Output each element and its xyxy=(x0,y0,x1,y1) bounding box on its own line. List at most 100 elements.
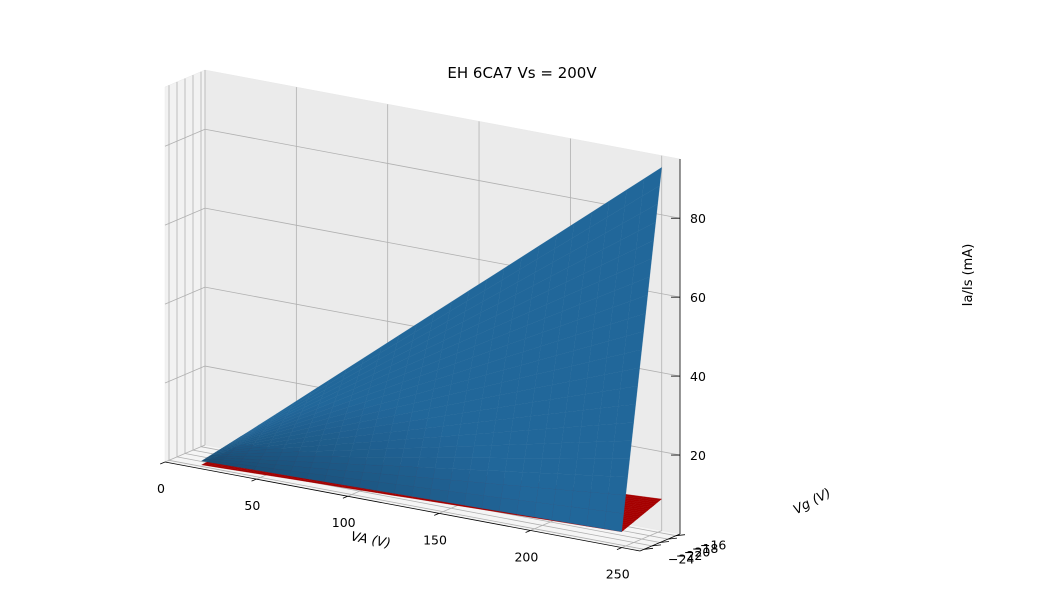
surface-blue-facet xyxy=(522,457,543,474)
surface-blue-facet xyxy=(594,441,615,460)
x-tick-mark xyxy=(160,461,166,465)
surface-blue-facet xyxy=(553,488,574,508)
y-tick-label: −16 xyxy=(700,538,726,553)
x-tick-label: 50 xyxy=(244,498,260,513)
surface-blue-facet xyxy=(314,450,335,458)
surface-blue-facet xyxy=(576,441,597,459)
surface-blue-facet xyxy=(586,508,607,530)
surface-blue-facet xyxy=(510,416,531,432)
surface-blue-facet xyxy=(448,479,469,494)
x-tick-mark xyxy=(616,547,622,550)
x-tick-mark xyxy=(525,530,531,533)
surface-blue-facet xyxy=(502,471,523,487)
surface-blue-facet xyxy=(331,449,352,458)
surface-blue-facet xyxy=(434,457,455,470)
surface-blue-facet xyxy=(520,471,541,488)
surface-blue-facet xyxy=(397,466,418,478)
y-tick-label: −24 xyxy=(668,551,694,566)
x-tick-label: 150 xyxy=(423,532,447,547)
z-tick-label: 40 xyxy=(690,369,706,384)
surface-blue-facet xyxy=(487,457,508,472)
y-tick-label: −20 xyxy=(684,545,710,560)
surface-blue-facet xyxy=(452,457,473,470)
surface-blue-facet xyxy=(535,487,556,505)
surface-blue-facet xyxy=(279,451,300,457)
surface-blue-facet xyxy=(590,475,611,495)
surface-blue-facet xyxy=(417,457,438,469)
surface-blue-facet xyxy=(582,391,603,411)
surface-blue-facet xyxy=(399,457,420,468)
surface-blue-facet xyxy=(518,485,539,503)
surface-blue-facet xyxy=(528,414,549,431)
surface-blue-facet xyxy=(498,497,519,515)
surface-blue-facet xyxy=(506,443,527,459)
surface-blue-facet xyxy=(588,492,609,512)
surface-blue-facet xyxy=(596,423,617,443)
surface-blue-facet xyxy=(617,385,638,407)
surface-blue-facet xyxy=(504,457,525,473)
x-tick-label: 250 xyxy=(606,567,630,582)
y-tick-mark xyxy=(667,537,678,540)
surface-blue-facet xyxy=(261,452,282,457)
surface-blue-facet xyxy=(541,442,562,459)
surface-blue-facet xyxy=(244,452,265,457)
z-grid-side xyxy=(164,128,206,147)
x-tick-label: 100 xyxy=(332,515,356,530)
surface-blue-facet xyxy=(366,448,387,458)
surface-blue-facet xyxy=(609,458,630,478)
surface-blue-facet xyxy=(312,456,333,464)
surface-blue-facet xyxy=(351,441,372,451)
surface-blue-facet xyxy=(493,418,514,434)
surfaces xyxy=(200,167,663,533)
axes: 0 50 100 150 200 250 −24−22−20−18−16 20 40 60 80 VA… xyxy=(157,159,976,582)
x-tick-mark xyxy=(342,495,348,499)
surface-blue-facet xyxy=(467,469,488,484)
z-tick-label: 80 xyxy=(690,211,706,226)
surface-blue-facet xyxy=(613,422,634,442)
z-grid-back xyxy=(204,128,681,219)
y-grid-floor xyxy=(168,459,645,550)
surface-blue-facet xyxy=(423,425,444,439)
surface-blue-facet xyxy=(526,428,547,445)
surface-blue-facet xyxy=(368,440,389,450)
surface-blue-facet xyxy=(568,506,589,527)
z-axis-label: Ia/Is (mA) xyxy=(961,244,976,307)
surface-blue-facet xyxy=(607,476,628,496)
surface-blue-facet xyxy=(578,424,599,443)
surface-blue-facet xyxy=(533,502,554,521)
y-tick-mark xyxy=(643,547,654,550)
surface-blue-facet xyxy=(436,446,457,458)
surface-blue-facet xyxy=(364,456,385,466)
z-tick-label: 60 xyxy=(690,290,706,305)
surface-blue-facet xyxy=(563,410,584,428)
surface-blue-facet xyxy=(465,481,486,496)
surface-blue-facet xyxy=(615,404,636,425)
surface-blue-facet xyxy=(469,457,490,471)
surface-blue-facet xyxy=(491,431,512,446)
y-tick-mark xyxy=(651,544,662,547)
surface-blue-facet xyxy=(403,437,424,449)
surface-blue-facet xyxy=(561,426,582,444)
x-axis-line xyxy=(164,461,641,552)
surface-blue-facet xyxy=(572,474,593,493)
surface-blue-facet xyxy=(382,456,403,467)
surface-blue-facet xyxy=(641,167,662,197)
surface-blue-facet xyxy=(539,458,560,475)
surface-blue-facet xyxy=(438,435,459,448)
z-grid-side xyxy=(164,365,206,384)
surface-blue-facet xyxy=(456,433,477,447)
x-tick-mark xyxy=(251,478,257,482)
surface-blue-facet xyxy=(226,453,248,457)
surface-blue-facet xyxy=(419,446,440,458)
surface-blue-facet xyxy=(483,482,504,499)
surface-blue-facet xyxy=(611,440,632,460)
y-tick-label: −22 xyxy=(676,548,702,563)
surface-blue-facet xyxy=(551,504,572,524)
chart-title: EH 6CA7 Vs = 200V xyxy=(447,64,597,82)
surface-blue-facet xyxy=(600,388,621,409)
x-tick-label: 200 xyxy=(514,549,538,564)
x-tick-label: 0 xyxy=(157,481,165,496)
surface-blue-facet xyxy=(605,493,626,514)
surface-blue-facet xyxy=(481,495,502,512)
surface-blue-facet xyxy=(329,456,350,465)
